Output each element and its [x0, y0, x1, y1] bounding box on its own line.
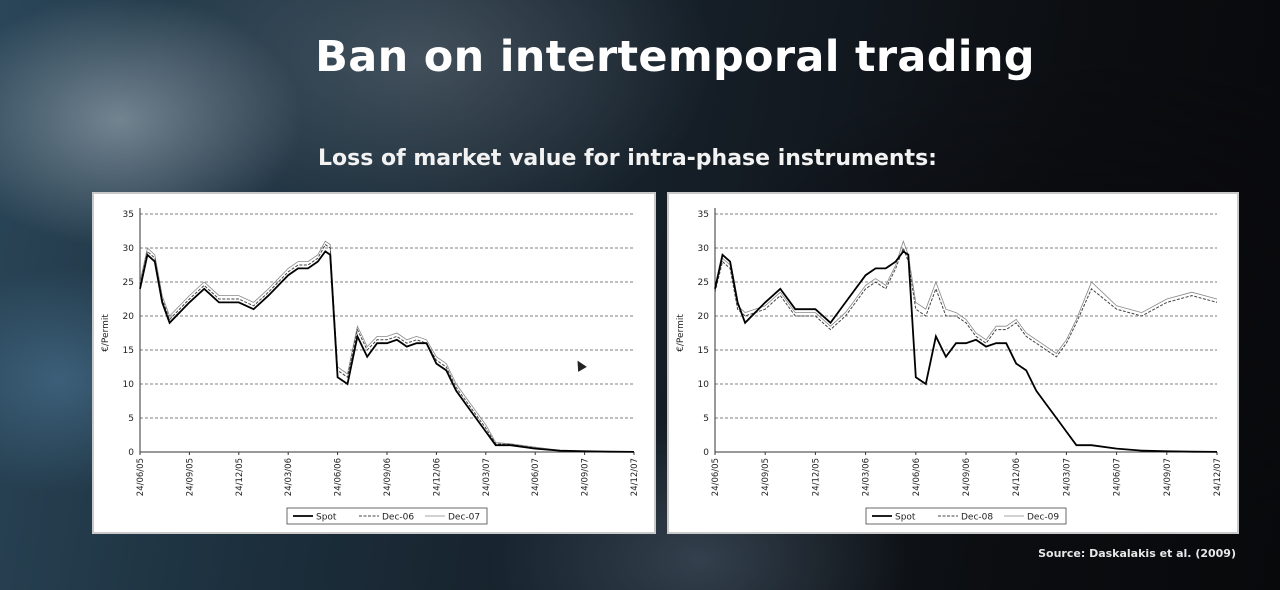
series-line-dec-06	[139, 243, 635, 453]
x-tick-label: 24/06/06	[912, 458, 922, 496]
legend-box	[286, 507, 488, 525]
series-line-spot	[714, 250, 1218, 453]
x-tick-label: 24/09/07	[1163, 458, 1173, 496]
x-tick-label: 24/12/06	[432, 458, 442, 496]
chart-left: 0 5 10 15 20 25 30 35 €/Permit 24/06/05 24/09/05 24…	[101, 208, 640, 525]
legend-label: Spot	[895, 513, 916, 523]
legend-box	[865, 507, 1067, 525]
y-tick-label: 10	[123, 380, 135, 390]
y-tick-label: 15	[698, 346, 709, 356]
x-tick-label: 24/12/07	[630, 458, 640, 496]
x-tick-label: 24/06/07	[531, 458, 541, 496]
y-tick-label: 0	[703, 448, 709, 458]
x-tick-label: 24/09/05	[761, 458, 771, 496]
chart-panel-left: 0 5 10 15 20 25 30 35 €/Permit 24/06/05 24/09/05 24…	[92, 192, 656, 534]
slide-subtitle: Loss of market value for intra-phase ins…	[318, 146, 937, 171]
y-tick-label: 10	[698, 380, 710, 390]
y-tick-label: 20	[698, 312, 710, 322]
x-tick-label: 24/09/06	[962, 458, 972, 496]
source-citation: Source: Daskalakis et al. (2009)	[1038, 547, 1236, 560]
y-tick-label: 30	[123, 244, 135, 254]
chart-right: 0 5 10 15 20 25 30 35 €/Permit 24/06/05 24/09/05 24…	[676, 208, 1223, 525]
chart-panel-right: 0 5 10 15 20 25 30 35 €/Permit 24/06/05 24/09/05 24…	[667, 192, 1239, 534]
y-tick-label: 30	[698, 244, 710, 254]
x-tick-label: 24/12/06	[1012, 458, 1022, 496]
legend-label: Dec-06	[382, 513, 414, 523]
x-tick-label: 24/03/06	[862, 458, 872, 496]
series-line-dec-09	[714, 239, 1218, 354]
x-tick-label: 24/06/06	[334, 458, 344, 496]
x-tick-label: 24/06/07	[1113, 458, 1123, 496]
y-tick-label: 35	[698, 210, 709, 220]
x-tick-label: 24/06/05	[711, 458, 721, 496]
x-tick-label: 24/06/05	[136, 458, 146, 496]
y-tick-label: 20	[123, 312, 135, 322]
x-tick-label: 24/03/06	[284, 458, 294, 496]
y-tick-label: 35	[123, 210, 134, 220]
y-tick-label: 25	[123, 278, 134, 288]
legend-label: Spot	[316, 513, 337, 523]
y-tick-label: 0	[128, 448, 134, 458]
x-tick-label: 24/12/07	[1213, 458, 1223, 496]
x-tick-label: 24/09/06	[383, 458, 393, 496]
x-tick-label: 24/03/07	[482, 458, 492, 496]
legend-label: Dec-08	[961, 513, 993, 523]
y-tick-label: 15	[123, 346, 134, 356]
y-tick-label: 25	[698, 278, 709, 288]
slide-title: Ban on intertemporal trading	[315, 32, 1035, 82]
y-tick-label: 5	[128, 414, 134, 424]
y-tick-label: 5	[703, 414, 709, 424]
series-line-dec-07	[139, 240, 635, 453]
x-tick-label: 24/09/07	[581, 458, 591, 496]
x-tick-label: 24/09/05	[185, 458, 195, 496]
series-line-spot	[139, 250, 635, 453]
x-tick-label: 24/12/05	[235, 458, 245, 496]
legend-label: Dec-09	[1027, 513, 1059, 523]
y-axis-label: €/Permit	[676, 314, 686, 352]
y-axis-label: €/Permit	[101, 314, 111, 352]
series-line-dec-08	[714, 246, 1218, 358]
x-tick-label: 24/03/07	[1062, 458, 1072, 496]
legend-label: Dec-07	[448, 513, 480, 523]
x-tick-label: 24/12/05	[811, 458, 821, 496]
